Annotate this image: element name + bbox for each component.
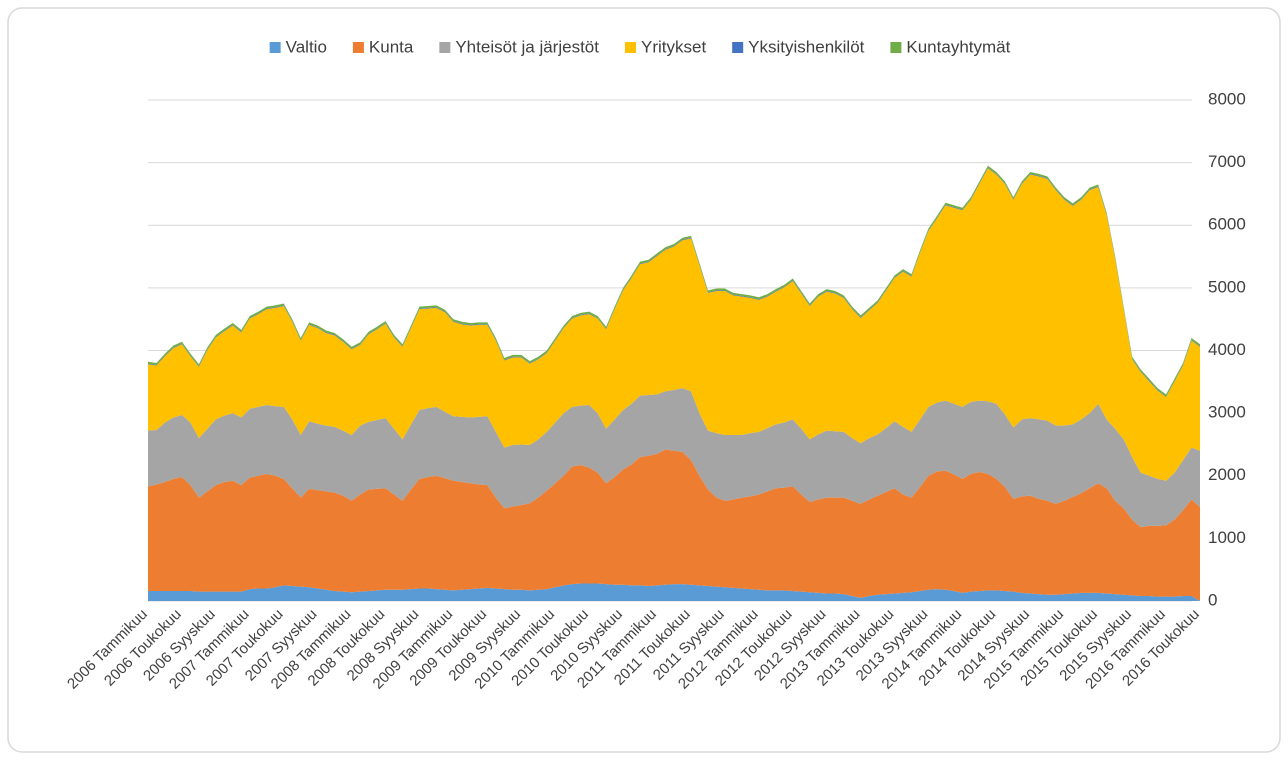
legend: Valtio Kunta Yhteisöt ja järjestöt Yritykse… (269, 37, 1011, 56)
y-tick-label: 4000 (1208, 340, 1246, 359)
legend-label: Yhteisöt ja järjestöt (455, 37, 599, 56)
y-tick-label: 8000 (1208, 89, 1246, 108)
y-tick-label: 1000 (1208, 528, 1246, 547)
area (148, 388, 1200, 528)
legend-swatch (439, 42, 451, 53)
area (148, 449, 1200, 601)
y-tick-label: 7000 (1208, 152, 1246, 171)
legend-swatch (890, 42, 902, 53)
legend-label: Yksityishenkilöt (748, 37, 864, 56)
y-tick-label: 3000 (1208, 403, 1246, 422)
areas (148, 165, 1200, 601)
y-tick-label: 2000 (1208, 465, 1246, 484)
legend-swatch (352, 42, 364, 53)
legend-label: Valtio (286, 37, 327, 56)
legend-label: Yritykset (641, 37, 706, 56)
legend-label: Kunta (369, 37, 414, 56)
legend-swatch (732, 42, 744, 53)
legend-swatch (269, 42, 281, 53)
area (148, 168, 1200, 481)
legend-label: Kuntayhtymät (906, 37, 1010, 56)
y-tick-label: 0 (1208, 590, 1217, 609)
legend-swatch (624, 42, 636, 53)
area (148, 583, 1200, 601)
y-tick-label: 6000 (1208, 215, 1246, 234)
y-tick-label: 5000 (1208, 277, 1246, 296)
